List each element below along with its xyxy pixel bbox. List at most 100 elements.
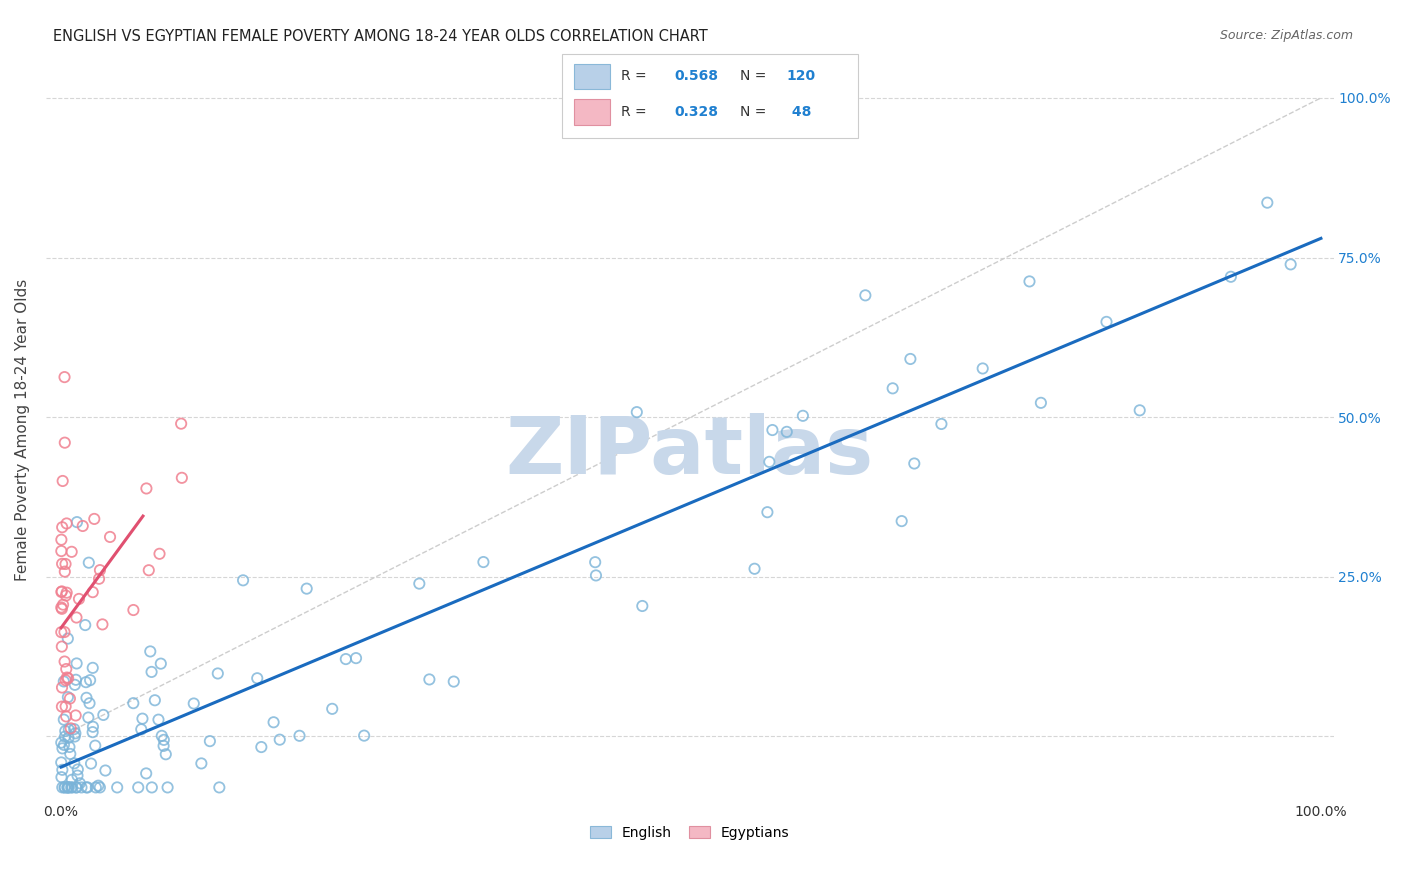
Point: [122, 696, 145, 710]
Text: 120: 120: [787, 70, 815, 83]
Point: [1256, 195, 1278, 210]
Text: Source: ZipAtlas.com: Source: ZipAtlas.com: [1219, 29, 1353, 42]
Point: [98, 530, 121, 544]
Point: [335, 652, 357, 666]
Point: [65, 673, 87, 687]
Point: [853, 288, 876, 302]
Point: [744, 562, 766, 576]
Point: [882, 381, 904, 395]
Point: [1095, 315, 1118, 329]
Point: [1279, 257, 1302, 271]
Point: [153, 732, 176, 747]
Point: [51, 520, 73, 534]
Point: [75, 780, 97, 795]
Point: [91, 617, 114, 632]
Point: [60, 780, 83, 795]
Point: [84, 739, 107, 753]
Point: [76, 690, 98, 705]
Point: [51, 770, 73, 784]
Point: [51, 736, 73, 750]
Point: [321, 702, 343, 716]
Point: [89, 563, 111, 577]
Point: [122, 603, 145, 617]
Point: [65, 726, 87, 740]
Point: [63, 756, 86, 771]
Point: [51, 640, 73, 654]
Point: [263, 715, 285, 730]
Point: [60, 545, 83, 559]
Point: [58, 731, 80, 745]
Point: [53, 730, 76, 744]
Point: [143, 693, 166, 707]
Point: [52, 474, 75, 488]
Point: [931, 417, 953, 431]
Point: [66, 768, 89, 782]
Point: [89, 780, 111, 795]
Point: [105, 780, 128, 795]
Point: [51, 681, 73, 695]
Point: [141, 780, 163, 795]
Text: 0.568: 0.568: [675, 70, 718, 83]
Point: [51, 602, 73, 616]
Point: [52, 713, 75, 727]
Point: [129, 723, 152, 737]
Point: [207, 666, 229, 681]
Point: [58, 780, 80, 795]
Point: [66, 515, 89, 529]
Point: [1029, 396, 1052, 410]
Point: [472, 555, 495, 569]
Point: [51, 600, 73, 615]
Point: [898, 351, 921, 366]
Point: [65, 610, 87, 624]
Point: [72, 519, 94, 533]
Point: [170, 471, 193, 485]
Text: N =: N =: [740, 70, 770, 83]
Point: [77, 556, 100, 570]
Point: [792, 409, 814, 423]
Point: [51, 756, 73, 770]
Point: [56, 780, 79, 795]
Point: [152, 739, 174, 753]
Point: [53, 780, 76, 795]
Point: [418, 673, 440, 687]
Point: [51, 780, 73, 795]
Point: [83, 512, 105, 526]
Point: [190, 756, 212, 771]
Point: [67, 591, 90, 606]
Point: [59, 747, 82, 761]
Point: [138, 563, 160, 577]
Text: 48: 48: [787, 105, 811, 119]
Point: [353, 729, 375, 743]
Point: [1129, 403, 1152, 417]
Point: [756, 505, 779, 519]
Point: [66, 763, 89, 777]
Text: R =: R =: [621, 105, 651, 119]
Point: [51, 699, 73, 714]
Point: [79, 696, 101, 710]
Point: [761, 423, 783, 437]
Point: [53, 625, 76, 640]
Point: [408, 576, 430, 591]
FancyBboxPatch shape: [574, 63, 610, 89]
Point: [55, 516, 77, 531]
Point: [79, 673, 101, 688]
Point: [53, 435, 76, 450]
Point: [890, 514, 912, 528]
Text: R =: R =: [621, 70, 651, 83]
Point: [75, 618, 97, 632]
Point: [84, 780, 107, 795]
Point: [65, 780, 87, 795]
Point: [52, 738, 75, 752]
Point: [170, 417, 193, 431]
Point: [135, 766, 157, 780]
Point: [246, 671, 269, 685]
Point: [53, 565, 76, 579]
Point: [55, 709, 77, 723]
Text: ENGLISH VS EGYPTIAN FEMALE POVERTY AMONG 18-24 YEAR OLDS CORRELATION CHART: ENGLISH VS EGYPTIAN FEMALE POVERTY AMONG…: [53, 29, 709, 44]
Point: [1018, 274, 1040, 288]
Point: [82, 725, 104, 739]
Point: [155, 747, 177, 762]
Point: [150, 729, 173, 743]
Point: [141, 665, 163, 679]
Point: [77, 710, 100, 724]
